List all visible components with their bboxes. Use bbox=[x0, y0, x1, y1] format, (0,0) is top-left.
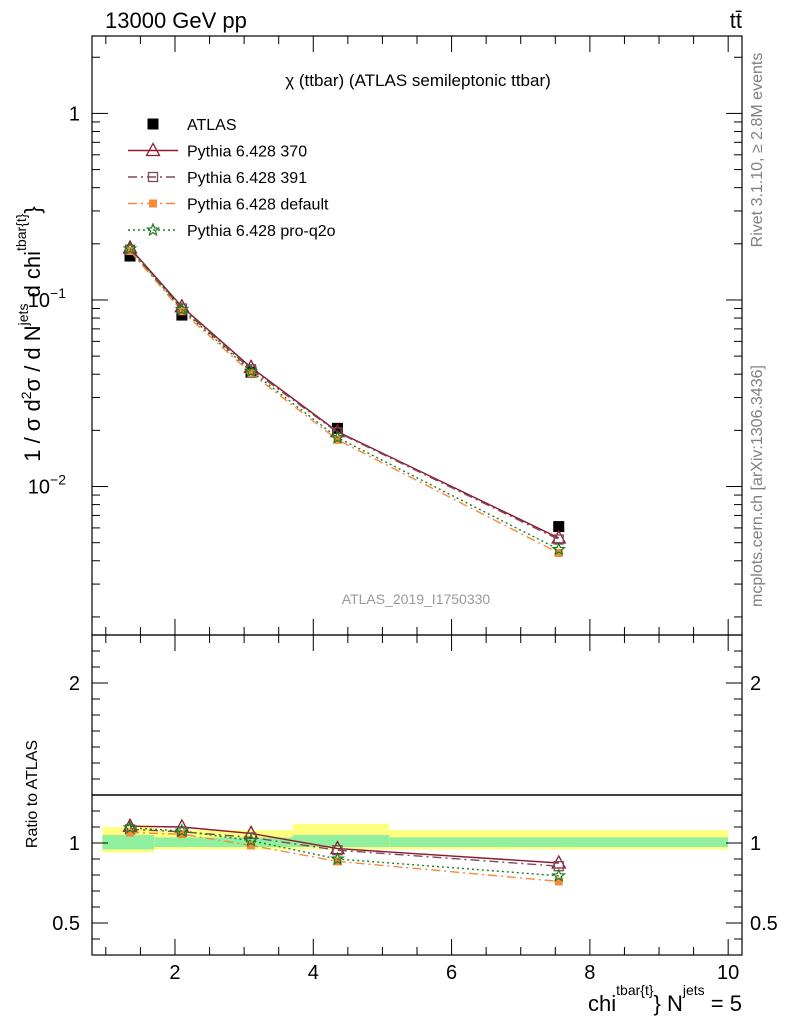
ratio-data-point bbox=[243, 832, 259, 847]
rivet-label: Rivet 3.1.10, ≥ 2.8M events bbox=[749, 53, 766, 248]
x-tick-label: 10 bbox=[717, 962, 739, 984]
legend-entry: Pythia 6.428 default bbox=[128, 197, 329, 214]
legend-marker bbox=[147, 171, 159, 183]
main-data-point bbox=[554, 549, 563, 558]
y-tick-label: 1 bbox=[69, 103, 80, 125]
main-y-axis-label: 1 / σ d2σ / d Njets d chitbar{t}} bbox=[13, 206, 45, 462]
legend-marker bbox=[149, 199, 157, 208]
main-series-4 bbox=[122, 241, 567, 556]
x-tick-label: 6 bbox=[446, 962, 457, 984]
main-title: χ (ttbar) (ATLAS semileptonic ttbar) bbox=[285, 71, 551, 90]
watermark: ATLAS_2019_I1750330 bbox=[342, 591, 491, 607]
x-axis-label: chitbar{t}} Njets = 5 bbox=[588, 982, 742, 1016]
main-series-0 bbox=[124, 250, 565, 533]
main-axes: 1 10−1 10−2 bbox=[28, 35, 743, 636]
ratio-series-line bbox=[129, 828, 559, 867]
ratio-axes: 0.5 0.5 1 1 2 2 2 4 6 8 10 bbox=[52, 634, 778, 984]
x-tick-label: 2 bbox=[169, 962, 180, 984]
ratio-y-tick-label: 2 bbox=[69, 673, 80, 695]
main-series-line bbox=[129, 248, 560, 551]
ratio-series-layer bbox=[122, 817, 567, 886]
ratio-y-tick-label: 1 bbox=[69, 833, 80, 855]
ratio-band-inner bbox=[102, 835, 155, 850]
main-data-point bbox=[177, 307, 186, 316]
svg-text:1 / σ d2σ / d Njets d chitbar{: 1 / σ d2σ / d Njets d chitbar{t}} bbox=[13, 206, 45, 462]
ratio-y-tick-label-right: 1 bbox=[750, 833, 761, 855]
ratio-data-point bbox=[247, 841, 256, 850]
main-data-point bbox=[174, 301, 190, 316]
ratio-series-3 bbox=[122, 820, 567, 883]
legend-label: ATLAS bbox=[187, 117, 237, 134]
legend-entry: Pythia 6.428 370 bbox=[128, 142, 307, 161]
main-data-point bbox=[243, 363, 259, 378]
y-tick-label: 10−2 bbox=[28, 472, 66, 499]
ratio-data-point bbox=[330, 851, 345, 866]
main-data-point bbox=[122, 241, 138, 256]
ratio-y-tick-label-right: 2 bbox=[750, 673, 761, 695]
legend-marker bbox=[145, 142, 161, 157]
legend-label: Pythia 6.428 391 bbox=[187, 170, 307, 187]
legend-marker bbox=[147, 118, 159, 130]
ratio-data-point bbox=[126, 828, 135, 837]
ratio-series-line bbox=[129, 827, 559, 877]
main-series-line bbox=[129, 249, 560, 541]
ratio-y-axis-label: Ratio to ATLAS bbox=[24, 740, 41, 848]
main-series-1 bbox=[122, 239, 567, 544]
channel-label: tt̄ bbox=[730, 8, 742, 33]
ratio-data-point bbox=[554, 877, 563, 886]
process-label: 13000 GeV pp bbox=[105, 8, 247, 33]
ratio-band-inner bbox=[154, 837, 293, 847]
ratio-data-point bbox=[122, 820, 138, 835]
ratio-data-point bbox=[174, 823, 190, 838]
legend-label: Pythia 6.428 pro-q2o bbox=[187, 223, 336, 240]
ratio-band-inner bbox=[389, 837, 729, 847]
legend: ATLAS Pythia 6.428 370 Pythia 6.428 391 Pyt… bbox=[128, 117, 336, 240]
legend-marker bbox=[145, 222, 161, 237]
y-tick-label: 10−1 bbox=[28, 285, 66, 312]
ratio-y-tick-label: 0.5 bbox=[52, 913, 80, 935]
legend-entry: Pythia 6.428 pro-q2o bbox=[128, 222, 336, 240]
x-tick-label: 8 bbox=[584, 962, 595, 984]
x-tick-label: 4 bbox=[308, 962, 319, 984]
main-data-point bbox=[124, 250, 136, 262]
ratio-data-point bbox=[551, 868, 567, 883]
ratio-y-tick-label-right: 0.5 bbox=[750, 913, 778, 935]
main-series-3 bbox=[126, 247, 563, 558]
mcplots-label: mcplots.cern.ch [arXiv:1306.3436] bbox=[749, 365, 766, 607]
ratio-panel: 0.5 0.5 1 1 2 2 2 4 6 8 10 Ratio to ATLAS chitbar{… bbox=[24, 634, 778, 1016]
main-data-point bbox=[553, 521, 565, 533]
main-series-layer bbox=[122, 239, 567, 558]
main-series-line bbox=[129, 247, 560, 539]
main-series-2 bbox=[124, 244, 564, 545]
main-data-point bbox=[551, 541, 567, 556]
legend-label: Pythia 6.428 default bbox=[187, 197, 329, 214]
legend-entry: Pythia 6.428 391 bbox=[128, 170, 307, 187]
main-panel: χ (ttbar) (ATLAS semileptonic ttbar) ATL… bbox=[13, 35, 743, 636]
legend-label: Pythia 6.428 370 bbox=[187, 144, 307, 161]
legend-entry: ATLAS bbox=[147, 117, 237, 134]
main-data-point bbox=[330, 429, 345, 444]
ratio-band-inner bbox=[292, 835, 390, 847]
